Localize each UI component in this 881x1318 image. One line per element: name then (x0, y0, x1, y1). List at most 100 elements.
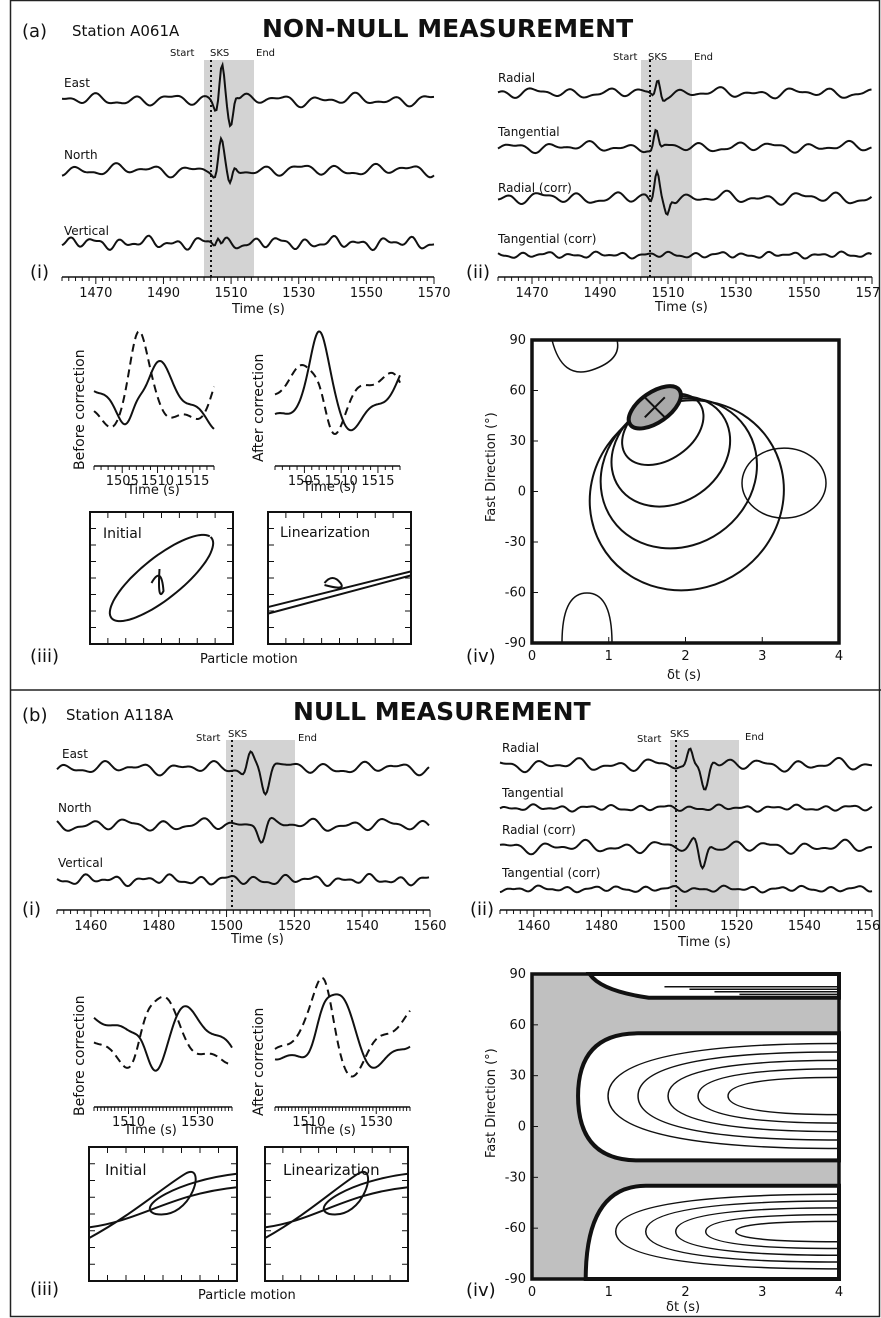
b-ii-label-tangential-corr: Tangential (corr) (501, 866, 600, 880)
b-iii-after-tick-label: 1510 (292, 1115, 325, 1130)
b-i-axis-tick-label: 1460 (74, 919, 107, 934)
a-iv-xtick-label: 3 (758, 649, 766, 664)
a-iii-after-tick-label: 1515 (361, 474, 394, 489)
b-iv-ytick-label: -30 (505, 1170, 526, 1185)
b-ii-axis-tick-label: 1520 (720, 919, 753, 934)
a-i-time-axis: 1470 1490 1510 1530 1550 1570 (61, 276, 451, 301)
a-i-label-vertical: Vertical (64, 224, 109, 238)
a-ii-axis-tick-label: 1490 (583, 286, 616, 301)
a-iii-after-solid-trace (274, 330, 401, 432)
a-ii-axis-tick-label: 1550 (787, 286, 820, 301)
panel-a: (a) Station A061A NON-NULL MEASUREMENT S… (22, 14, 881, 683)
b-iv-contour-bottom (614, 1193, 840, 1270)
a-ii-label-tangential: Tangential (497, 125, 560, 139)
b-iv-ytick-label: -60 (505, 1221, 526, 1236)
panel-a-letter: (a) (22, 21, 47, 42)
a-iii-before-dashed-trace (93, 330, 215, 429)
b-iv-xtick-label: 0 (528, 1285, 536, 1300)
b-pm-linearization (264, 1146, 409, 1282)
a-iv-background (532, 340, 839, 643)
a-iii-sub: (iii) (30, 646, 59, 667)
a-i-sub: (i) (30, 262, 49, 283)
a-ii-trace-radial-corr (497, 168, 873, 217)
b-pm-initial (88, 1146, 238, 1282)
a-ii-xlabel: Time (s) (654, 300, 708, 315)
a-iv-ytick-label: 60 (509, 384, 526, 399)
a-ii-axis-tick-label: 1530 (719, 286, 752, 301)
a-iv-xtick-label: 1 (605, 649, 613, 664)
b-iv-sub: (iv) (466, 1280, 496, 1301)
a-ii-trace-radial (497, 79, 872, 102)
b-iii-before-tick-label: 1530 (181, 1115, 214, 1130)
a-ii-time-axis: 1470 1490 1510 1530 1550 1570 (497, 276, 881, 301)
b-i-axis-tick-label: 1480 (142, 919, 175, 934)
b-iii-before-label: Before correction (72, 995, 88, 1116)
b-pm-caption: Particle motion (198, 1288, 296, 1303)
a-i-label-east: East (64, 76, 90, 90)
b-ii-label-radial: Radial (502, 741, 539, 755)
b-iii-before-xlabel: Time (s) (123, 1123, 177, 1138)
b-iv-ytick-label: -90 (505, 1272, 526, 1287)
a-ii-label-tangential-corr: Tangential (corr) (497, 232, 596, 246)
b-ii-window (670, 740, 739, 910)
b-iv-contour-bottom (704, 1213, 840, 1250)
a-i-axis-tick-label: 1490 (147, 286, 180, 301)
a-ii-axis-tick-label: 1470 (515, 286, 548, 301)
b-iii-before-solid-trace (93, 1005, 233, 1072)
a-ii-sks: SKS (648, 52, 667, 63)
a-iv-ylabel: Fast Direction (°) (484, 412, 499, 522)
b-iv-contour-middle (637, 1051, 840, 1141)
b-i-axis-tick-label: 1540 (346, 919, 379, 934)
b-iv-xtick-label: 3 (758, 1285, 766, 1300)
b-iii-after-dashed-trace (274, 976, 411, 1078)
b-iv-contour-bottom (644, 1200, 840, 1263)
figure-frame (9, 0, 881, 1318)
a-i-axis-tick-label: 1470 (79, 286, 112, 301)
b-pm-initial-label: Initial (105, 1161, 147, 1179)
a-i-sks: SKS (210, 48, 229, 59)
a-iii-before-xlabel: Time (s) (126, 483, 180, 498)
b-iv-xlabel: δt (s) (666, 1300, 700, 1315)
b-iii-after-tick-label: 1530 (360, 1115, 393, 1130)
b-ii-time-axis: 1460 1480 1500 1520 1540 1560 (499, 909, 881, 934)
b-iv-ytick-label: 30 (509, 1069, 526, 1084)
a-ii-axis-tick-label: 1570 (855, 286, 881, 301)
b-ii-waveforms (499, 747, 873, 894)
b-i-waveforms (56, 750, 430, 888)
b-ii-sub: (ii) (470, 899, 494, 920)
a-i-axis-tick-label: 1510 (215, 286, 248, 301)
a-ii-end: End (694, 52, 713, 63)
b-i-label-north: North (58, 801, 92, 815)
a-iii-before-label: Before correction (72, 349, 88, 470)
a-ii-start: Start (613, 52, 638, 63)
b-pm-linearization-trace (264, 1170, 409, 1239)
a-pm-initial-trace (108, 533, 215, 623)
b-ii-sks: SKS (670, 729, 689, 740)
b-iv-grid-search: 0 1 2 3 4 90 60 30 0 -30 -60 -90 (505, 967, 843, 1300)
panel-b-title: NULL MEASUREMENT (293, 697, 591, 726)
a-iv-contour-top (551, 339, 619, 373)
b-iii-after-label: After correction (251, 1008, 267, 1116)
b-ii-trace-tangential (499, 803, 873, 813)
a-i-trace-east (61, 61, 435, 128)
a-iii-before-tick-label: 1510 (141, 474, 174, 489)
b-iv-contour-bottom (674, 1207, 840, 1257)
a-iv-ytick-label: -90 (505, 636, 526, 651)
b-i-sub: (i) (22, 899, 41, 920)
b-iv-contour-middle (697, 1068, 840, 1124)
b-i-axis-tick-label: 1500 (210, 919, 243, 934)
b-ii-trace-tangential-corr (499, 884, 873, 894)
a-pm-linearization (267, 511, 412, 645)
b-iii-after-solid-trace (274, 993, 411, 1069)
a-iv-ytick-label: 90 (509, 333, 526, 348)
b-iv-contour-middle (667, 1059, 840, 1133)
a-pm-linearization-trace (267, 570, 412, 615)
b-iv-ytick-label: 90 (509, 967, 526, 982)
a-i-start: Start (170, 48, 195, 59)
panel-b-letter: (b) (22, 705, 47, 726)
a-i-axis-tick-label: 1570 (417, 286, 450, 301)
a-i-axis-tick-label: 1550 (350, 286, 383, 301)
a-iv-contour-right (741, 447, 827, 519)
a-i-trace-vertical (61, 234, 435, 252)
